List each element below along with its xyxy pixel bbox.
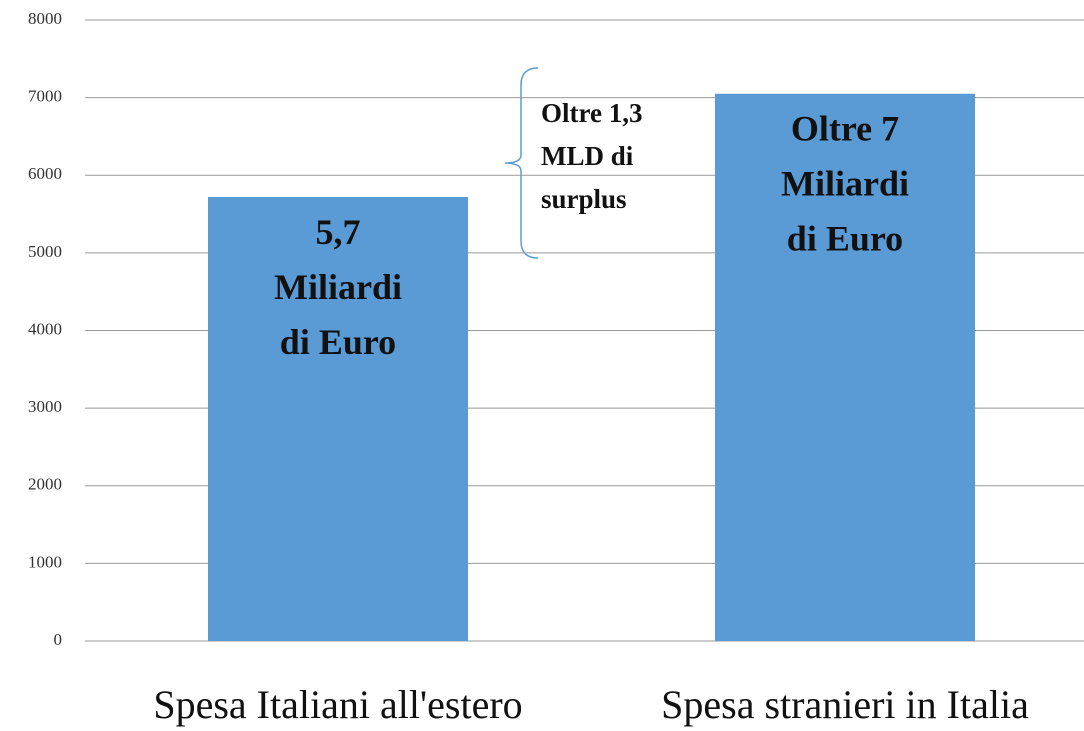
y-tick-label: 7000: [28, 87, 62, 106]
y-tick-label: 8000: [28, 9, 62, 28]
y-tick-label: 6000: [28, 164, 62, 183]
y-tick-label: 2000: [28, 475, 62, 494]
bar: [715, 93, 975, 641]
x-tick-label: Spesa stranieri in Italia: [661, 682, 1029, 727]
x-tick-label: Spesa Italiani all'estero: [153, 682, 522, 727]
y-tick-label: 5000: [28, 242, 62, 261]
y-tick-label: 1000: [28, 552, 62, 571]
annotation: Oltre 1,3 MLD di surplus: [541, 98, 642, 214]
value-label: 5,7 Miliardi di Euro: [274, 212, 402, 362]
value-label: Oltre 7 Miliardi di Euro: [781, 109, 909, 259]
y-tick-label: 4000: [28, 319, 62, 338]
brace: [504, 67, 539, 259]
y-tick-label: 0: [54, 630, 63, 649]
bar: [208, 196, 468, 642]
y-tick-label: 3000: [28, 397, 62, 416]
